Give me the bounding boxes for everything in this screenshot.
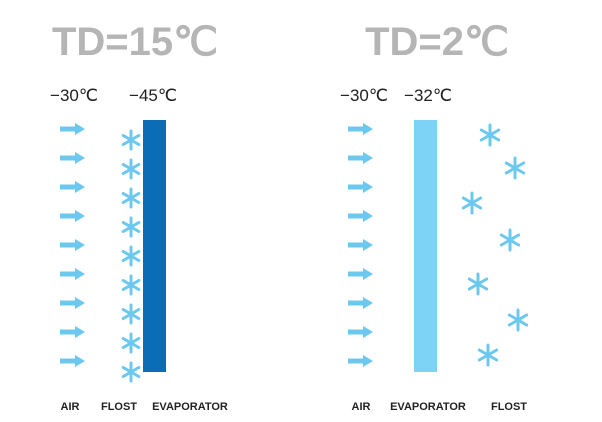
arrow (60, 268, 85, 280)
frost-stroke (461, 196, 483, 210)
arrow (60, 152, 85, 164)
arrow (348, 152, 373, 164)
frost (121, 245, 141, 267)
frost-stroke (121, 134, 141, 146)
frost-stroke (121, 192, 141, 204)
label: FLOST (101, 401, 137, 413)
arrow (60, 210, 85, 222)
frost-stroke (467, 277, 489, 291)
label: EVAPORATOR (152, 401, 228, 413)
frost-stroke (121, 221, 141, 233)
arrow (348, 181, 373, 193)
frost (479, 123, 501, 147)
arrow (348, 355, 373, 367)
label: AIR (352, 401, 371, 413)
evaporator (414, 120, 437, 372)
frost (499, 228, 521, 252)
frost (121, 158, 141, 180)
frost (121, 129, 141, 151)
frost-stroke (121, 366, 141, 378)
frost-stroke (121, 163, 141, 175)
frost (477, 343, 499, 367)
frost (121, 303, 141, 325)
arrow (348, 123, 373, 135)
label: FLOST (491, 401, 527, 413)
frost-stroke (121, 279, 141, 291)
arrow (60, 297, 85, 309)
arrow (60, 355, 85, 367)
arrow (60, 326, 85, 338)
frost (121, 216, 141, 238)
frost (121, 361, 141, 383)
frost-stroke (121, 337, 141, 349)
frost-stroke (121, 308, 141, 320)
frost-stroke (507, 313, 529, 327)
evaporator (143, 120, 166, 372)
frost-stroke (477, 348, 499, 362)
air-temp: −30℃ (50, 86, 98, 105)
evaporator-temp: −32℃ (404, 86, 452, 105)
arrow (60, 239, 85, 251)
arrow (348, 326, 373, 338)
label: AIR (61, 401, 80, 413)
arrow (348, 210, 373, 222)
arrow (348, 239, 373, 251)
frost (507, 308, 529, 332)
frost-stroke (479, 128, 501, 142)
air-temp: −30℃ (340, 86, 388, 105)
frost (121, 274, 141, 296)
frost (121, 187, 141, 209)
frost (461, 191, 483, 215)
arrow (348, 297, 373, 309)
frost-stroke (504, 161, 526, 175)
title: TD=15℃ (52, 20, 218, 64)
arrow (60, 123, 85, 135)
evaporator-temp: −45℃ (129, 86, 177, 105)
frost (504, 156, 526, 180)
title: TD=2℃ (365, 20, 509, 64)
frost (467, 272, 489, 296)
frost (121, 332, 141, 354)
label: EVAPORATOR (390, 401, 466, 413)
arrow (60, 181, 85, 193)
frost-stroke (499, 233, 521, 247)
frost-stroke (121, 250, 141, 262)
arrow (348, 268, 373, 280)
